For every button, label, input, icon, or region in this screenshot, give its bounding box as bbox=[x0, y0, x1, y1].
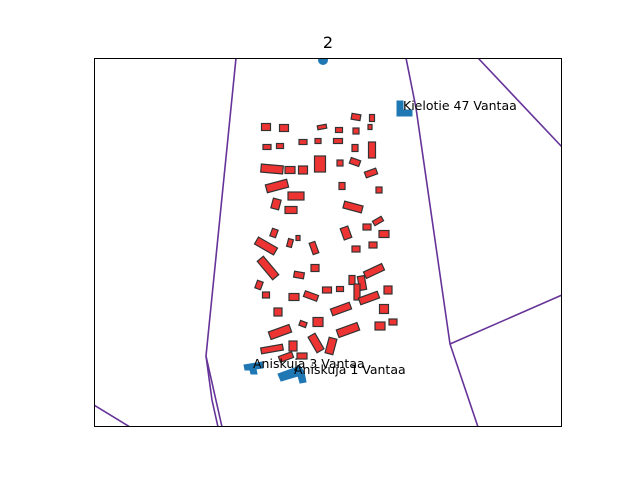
building-footprint bbox=[278, 123, 290, 133]
boundary-line bbox=[449, 294, 562, 345]
boundary-line bbox=[205, 355, 223, 427]
building-footprint bbox=[270, 197, 282, 211]
building-footprint bbox=[287, 191, 305, 201]
building-footprint bbox=[261, 291, 271, 299]
boundary-line bbox=[405, 58, 479, 427]
building-footprint bbox=[368, 113, 376, 123]
building-footprint bbox=[277, 351, 295, 363]
label-kielotie-47: Kielotie 47 Vantaa bbox=[403, 98, 517, 113]
building-footprint bbox=[378, 303, 390, 315]
building-footprint bbox=[350, 112, 362, 122]
building-footprint bbox=[339, 225, 353, 241]
building-footprint bbox=[259, 343, 285, 355]
address-point-marker bbox=[318, 58, 328, 65]
building-footprint bbox=[260, 122, 272, 132]
building-footprint bbox=[375, 186, 383, 194]
building-footprint bbox=[295, 234, 301, 242]
building-footprint bbox=[335, 285, 345, 293]
building-footprint bbox=[310, 263, 320, 273]
building-footprint bbox=[324, 336, 338, 356]
building-footprint bbox=[254, 279, 264, 291]
building-footprint bbox=[338, 181, 346, 191]
building-footprint bbox=[288, 292, 300, 302]
building-footprint bbox=[292, 270, 306, 280]
building-footprint bbox=[348, 156, 362, 168]
building-footprint bbox=[351, 245, 361, 253]
building-footprint bbox=[298, 319, 308, 329]
address-markers bbox=[243, 58, 413, 384]
building-footprint bbox=[383, 285, 393, 295]
building-footprint bbox=[275, 142, 285, 150]
building-footprint bbox=[285, 237, 295, 249]
building-footprint bbox=[332, 137, 344, 145]
building-footprint bbox=[253, 236, 279, 256]
map-frame bbox=[94, 58, 562, 427]
building-footprint bbox=[352, 127, 360, 135]
building-footprint bbox=[262, 143, 272, 151]
building-footprint bbox=[362, 223, 372, 231]
building-footprint bbox=[336, 159, 344, 167]
building-footprint bbox=[267, 323, 293, 341]
building-footprint bbox=[307, 332, 325, 354]
boundary-line bbox=[477, 58, 562, 148]
building-footprint bbox=[296, 352, 308, 360]
building-footprint bbox=[273, 307, 283, 317]
aniskuja-1-marker bbox=[277, 365, 307, 384]
building-footprint bbox=[284, 205, 298, 215]
building-footprint bbox=[313, 155, 327, 173]
building-footprint bbox=[302, 290, 320, 302]
building-footprint bbox=[353, 283, 361, 301]
building-layer bbox=[253, 112, 398, 363]
building-footprint bbox=[374, 321, 386, 331]
building-footprint bbox=[348, 274, 356, 286]
boundary-lines bbox=[94, 58, 562, 427]
building-footprint bbox=[363, 167, 379, 179]
building-footprint bbox=[256, 255, 280, 281]
boundary-line bbox=[205, 58, 237, 427]
building-footprint bbox=[378, 229, 390, 239]
building-footprint bbox=[334, 126, 344, 134]
building-footprint bbox=[342, 200, 364, 214]
building-footprint bbox=[388, 318, 398, 326]
map-title: 2 bbox=[322, 33, 334, 52]
building-footprint bbox=[371, 215, 385, 227]
building-footprint bbox=[260, 163, 284, 175]
building-footprint bbox=[321, 286, 333, 294]
aniskuja-3-marker bbox=[243, 361, 264, 375]
building-footprint bbox=[288, 340, 298, 352]
building-footprint bbox=[308, 240, 320, 256]
building-footprint bbox=[367, 123, 373, 131]
building-footprint bbox=[316, 123, 328, 131]
kielotie-47-marker bbox=[396, 100, 413, 117]
label-aniskuja-1: Aniskuja 1 Vantaa bbox=[294, 362, 406, 377]
building-footprint bbox=[314, 137, 322, 145]
building-footprint bbox=[269, 227, 279, 239]
building-footprint bbox=[351, 143, 359, 153]
building-footprint bbox=[362, 262, 386, 280]
building-footprint bbox=[312, 316, 324, 328]
building-footprint bbox=[298, 138, 308, 146]
building-footprint bbox=[284, 165, 296, 175]
building-footprint bbox=[264, 178, 290, 194]
building-footprint bbox=[367, 141, 377, 159]
building-footprint bbox=[357, 290, 381, 306]
building-footprint bbox=[335, 321, 361, 339]
boundary-line bbox=[94, 404, 131, 427]
building-footprint bbox=[297, 165, 309, 175]
building-footprint bbox=[329, 301, 353, 317]
label-aniskuja-3: Aniskuja 3 Vantaa bbox=[253, 356, 365, 371]
building-footprint bbox=[368, 241, 378, 249]
